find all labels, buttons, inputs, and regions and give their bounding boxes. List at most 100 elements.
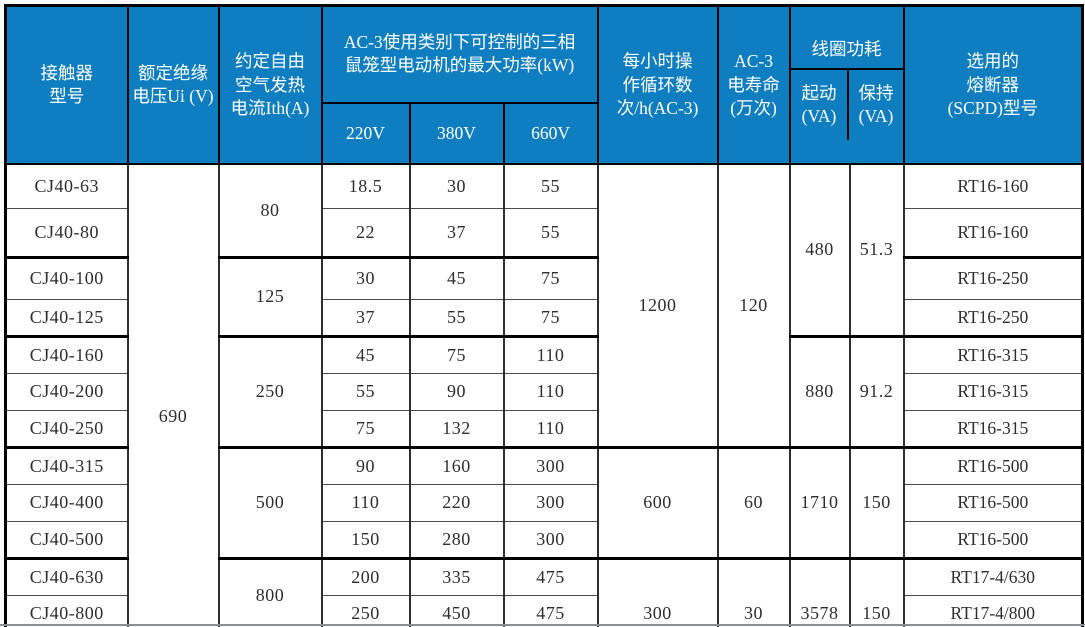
cell-power-660: 300 [502,483,599,522]
header-operating-cycles: 每小时操 作循环数 次/h(AC-3) [596,4,719,166]
header-660v: 660V [502,101,599,166]
cell-power-380: 45 [408,255,505,300]
cell-power-220: 250 [320,594,411,627]
table-row: CJ40-250 75 132 110 RT16-315 [4,409,1084,448]
cell-ith: 80 [217,163,323,258]
cell-power-380: 90 [408,372,505,411]
header-coil-hold: 保持 (VA) [858,83,894,127]
cell-power-660: 110 [502,334,599,374]
header-rated-voltage: 额定绝缘 电压Ui (V) [126,4,220,166]
cell-power-220: 30 [320,255,411,300]
cell-power-380: 220 [408,483,505,522]
cell-power-660: 75 [502,255,599,300]
cell-ops: 1200 [596,163,719,448]
cell-power-380: 160 [408,445,505,485]
cell-power-220: 37 [320,298,411,337]
cell-model: CJ40-250 [4,409,129,448]
cell-power-660: 110 [502,372,599,411]
table-body: CJ40-63 690 80 18.5 30 55 1200 120 480 5… [4,163,1084,627]
cell-power-220: 45 [320,334,411,374]
cell-power-660: 475 [502,594,599,627]
cell-coil-hold: 150 [848,556,905,627]
cell-ith: 250 [217,334,323,448]
cell-fuse: RT16-315 [902,409,1084,448]
cell-power-660: 55 [502,207,599,258]
cell-fuse: RT16-160 [902,207,1084,258]
cell-model: CJ40-500 [4,520,129,559]
cell-coil-start: 880 [788,334,851,448]
cell-fuse: RT16-250 [902,255,1084,300]
table-row: CJ40-160 250 45 75 110 880 91.2 RT16-315 [4,334,1084,448]
cell-model: CJ40-160 [4,334,129,374]
cell-fuse: RT16-500 [902,445,1084,485]
cell-power-220: 200 [320,556,411,596]
cell-coil-start: 480 [788,163,851,337]
cell-power-660: 55 [502,163,599,209]
cell-power-380: 132 [408,409,505,448]
coil-header-group: 线圈功耗 起动 (VA) 保持 (VA) [790,30,903,141]
header-coil-start: 起动 (VA) [791,70,850,141]
header-model: 接触器 型号 [4,4,129,166]
cell-fuse: RT17-4/630 [902,556,1084,596]
cell-life: 60 [716,445,791,559]
cell-ops: 300 [596,556,719,627]
table-row: CJ40-800 250 450 475 RT17-4/800 [4,594,1084,627]
cell-fuse: RT16-315 [902,372,1084,411]
bottom-edge-line [0,624,1085,626]
cell-ith: 500 [217,445,323,559]
header-max-power: AC-3使用类别下可控制的三相 鼠笼型电动机的最大功率(kW) [320,4,599,104]
cell-ops: 600 [596,445,719,559]
cell-power-660: 300 [502,520,599,559]
table-header: 接触器 型号 额定绝缘 电压Ui (V) 约定自由 空气发热 电流Ith(A) … [4,4,1084,166]
coil-subheaders: 起动 (VA) 保持 (VA) [791,70,903,141]
cell-fuse: RT16-500 [902,520,1084,559]
cell-model: CJ40-100 [4,255,129,300]
table-row: CJ40-80 22 37 55 RT16-160 [4,207,1084,258]
cell-power-220: 150 [320,520,411,559]
cell-power-380: 450 [408,594,505,627]
cell-power-660: 475 [502,556,599,596]
cell-power-380: 30 [408,163,505,209]
cell-model: CJ40-200 [4,372,129,411]
cell-life: 120 [716,163,791,448]
cell-coil-start: 3578 [788,556,851,627]
cell-power-380: 37 [408,207,505,258]
cell-power-660: 110 [502,409,599,448]
cell-coil-hold: 51.3 [848,163,905,337]
cell-power-220: 55 [320,372,411,411]
cell-ith: 800 [217,556,323,627]
cell-power-380: 55 [408,298,505,337]
cell-model: CJ40-125 [4,298,129,337]
cell-life: 30 [716,556,791,627]
header-electrical-life: AC-3 电寿命 (万次) [716,4,791,166]
header-coil-title: 线圈功耗 [790,30,903,71]
table-row: CJ40-125 37 55 75 RT16-250 [4,298,1084,337]
cell-power-380: 75 [408,334,505,374]
cell-power-220: 110 [320,483,411,522]
header-380v: 380V [408,101,505,166]
cell-fuse: RT16-160 [902,163,1084,209]
cell-power-220: 75 [320,409,411,448]
cell-coil-start: 1710 [788,445,851,559]
cell-model: CJ40-63 [4,163,129,209]
cell-power-220: 22 [320,207,411,258]
header-fuse: 选用的 熔断器 (SCPD)型号 [902,4,1084,166]
cell-model: CJ40-630 [4,556,129,596]
cell-power-660: 75 [502,298,599,337]
cell-power-380: 280 [408,520,505,559]
cell-fuse: RT17-4/800 [902,594,1084,627]
table-row: CJ40-200 55 90 110 RT16-315 [4,372,1084,411]
table-row: CJ40-630 800 200 335 475 300 30 3578 150… [4,556,1084,627]
cell-power-220: 18.5 [320,163,411,209]
cell-power-660: 300 [502,445,599,485]
contactor-spec-table: 接触器 型号 额定绝缘 电压Ui (V) 约定自由 空气发热 电流Ith(A) … [4,4,1085,627]
cell-power-220: 90 [320,445,411,485]
cell-coil-hold: 91.2 [848,334,905,448]
cell-model: CJ40-315 [4,445,129,485]
cell-fuse: RT16-315 [902,334,1084,374]
cell-fuse: RT16-250 [902,298,1084,337]
table-row: CJ40-100 125 30 45 75 RT16-250 [4,255,1084,337]
header-thermal-current: 约定自由 空气发热 电流Ith(A) [217,4,323,166]
cell-power-380: 335 [408,556,505,596]
